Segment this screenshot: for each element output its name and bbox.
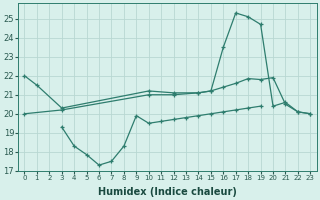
X-axis label: Humidex (Indice chaleur): Humidex (Indice chaleur) <box>98 187 237 197</box>
